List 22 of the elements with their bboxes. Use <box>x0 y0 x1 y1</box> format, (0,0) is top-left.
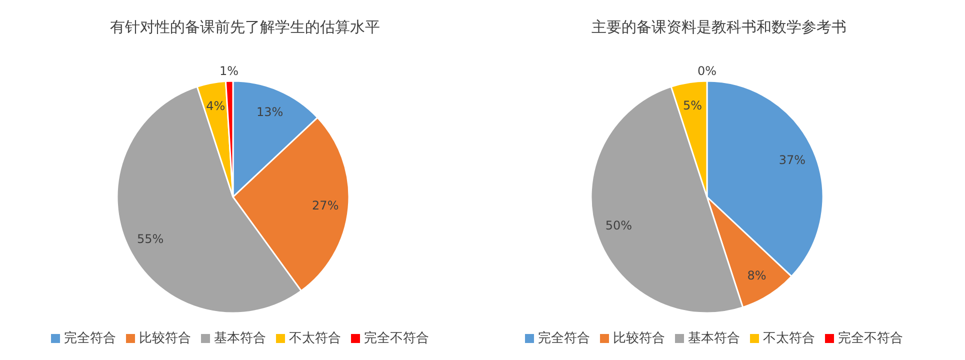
data-label: 55% <box>136 232 164 246</box>
legend-label: 基本符合 <box>688 331 740 346</box>
legend-label: 完全符合 <box>538 331 590 346</box>
data-label: 27% <box>312 198 339 213</box>
legend-label: 基本符合 <box>214 331 266 346</box>
data-label: 5% <box>682 98 702 112</box>
legend-label: 不太符合 <box>763 331 815 346</box>
legend-label: 完全不符合 <box>364 331 429 346</box>
data-label: 37% <box>778 153 806 168</box>
chart-title: 主要的备课资料是教科书和数学参考书 <box>590 18 848 38</box>
data-label: 50% <box>605 218 632 233</box>
data-label: 13% <box>256 104 284 119</box>
data-label: 4% <box>206 98 226 113</box>
legend-label: 完全符合 <box>64 331 116 346</box>
legend-label: 完全不符合 <box>838 331 903 346</box>
chart-title: 有针对性的备课前先了解学生的估算水平 <box>109 18 381 38</box>
legend-label: 比较符合 <box>613 331 665 346</box>
legend-label: 不太符合 <box>289 331 341 346</box>
text: 0% <box>697 64 717 78</box>
data-label: 1% <box>220 64 239 78</box>
data-label: 8% <box>747 268 766 282</box>
legend-label: 比较符合 <box>139 331 191 346</box>
